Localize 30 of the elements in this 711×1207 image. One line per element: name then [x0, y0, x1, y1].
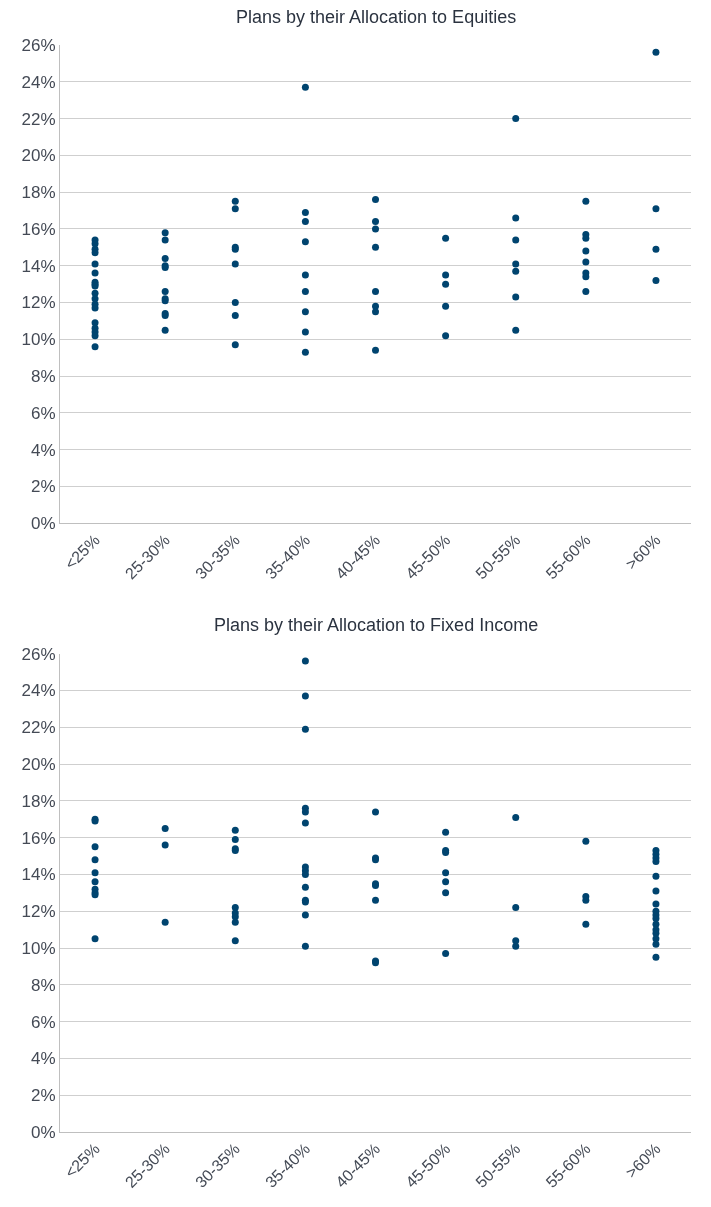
- chart-title: Plans by their Allocation to Equities: [236, 7, 517, 27]
- y-tick-label: 0%: [31, 514, 56, 534]
- y-tick-label: 12%: [21, 293, 56, 313]
- y-tick-label: 22%: [21, 718, 56, 738]
- y-tick-label: 12%: [21, 902, 56, 922]
- y-tick-label: 10%: [21, 939, 56, 958]
- y-tick-label: 18%: [21, 183, 56, 203]
- y-tick-label: 8%: [31, 367, 56, 387]
- y-tick-label: 16%: [21, 219, 56, 239]
- y-tick-label: 16%: [21, 828, 56, 848]
- y-tick-label: 10%: [21, 330, 56, 350]
- y-tick-label: 22%: [21, 109, 56, 129]
- y-tick-label: 6%: [31, 1012, 56, 1032]
- y-tick-label: 24%: [21, 681, 56, 701]
- chart-title: Plans by their Allocation to Fixed Income: [214, 615, 539, 635]
- y-tick-label: 26%: [21, 644, 56, 664]
- y-tick-label: 0%: [31, 1122, 56, 1142]
- y-tick-label: 24%: [21, 72, 56, 92]
- y-tick-label: 4%: [31, 440, 56, 460]
- y-tick-label: 2%: [31, 1086, 56, 1106]
- y-tick-label: 6%: [31, 403, 56, 423]
- y-tick-label: 20%: [21, 146, 56, 166]
- y-tick-label: 8%: [31, 975, 56, 995]
- y-tick-label: 14%: [21, 256, 56, 276]
- y-tick-label: 14%: [21, 865, 56, 885]
- y-tick-label: 26%: [21, 35, 56, 55]
- y-tick-label: 20%: [21, 755, 56, 775]
- y-tick-label: 2%: [31, 477, 56, 497]
- y-tick-label: 18%: [21, 791, 56, 811]
- y-tick-label: 4%: [31, 1049, 56, 1069]
